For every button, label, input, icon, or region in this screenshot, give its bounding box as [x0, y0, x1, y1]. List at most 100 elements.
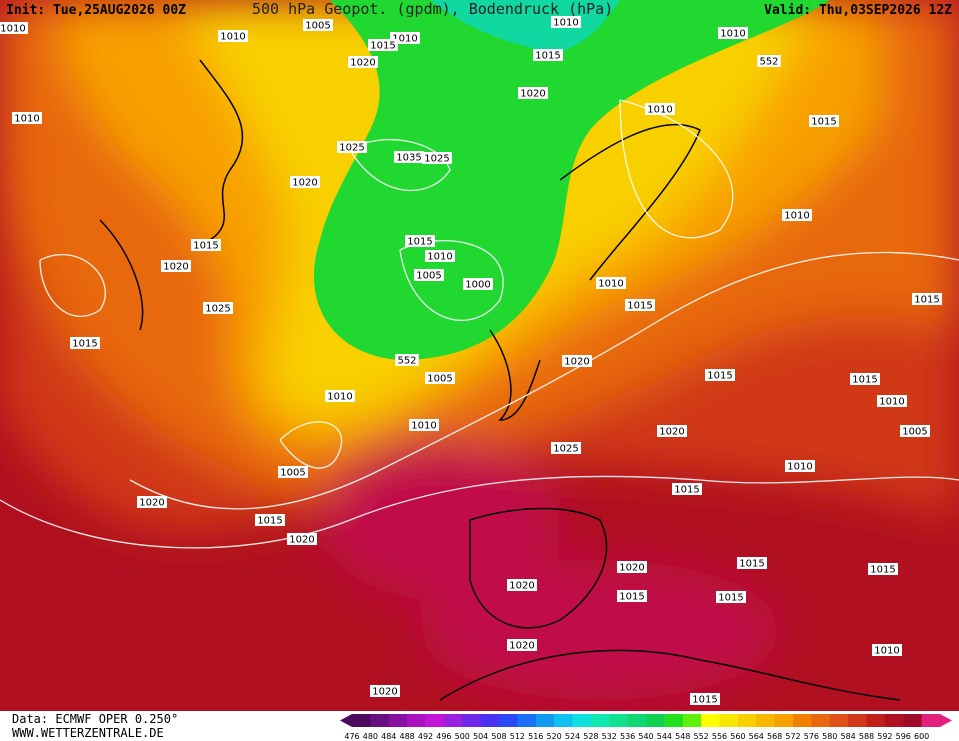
- isobar-label-box: [533, 49, 563, 61]
- isobar-label: 1005: [416, 271, 441, 282]
- isobar-label: 1020: [163, 262, 188, 273]
- isobar-label-box: [370, 685, 400, 697]
- colorbar-cell: [388, 714, 408, 727]
- colorbar-label: 520: [546, 732, 561, 741]
- colorbar-cell: [737, 714, 757, 727]
- isobar-label-box: [405, 235, 435, 247]
- colorbar-label: 548: [675, 732, 690, 741]
- isobar-label-box: [757, 55, 781, 67]
- isobar-label-box: [325, 390, 355, 402]
- isobar-label: 1020: [509, 581, 534, 592]
- isobar-label-box: [737, 557, 767, 569]
- isobar-lines: [0, 99, 959, 549]
- colorbar-cell: [352, 714, 371, 727]
- isobar-label-box: [303, 19, 333, 31]
- isobar-label: 1020: [292, 178, 317, 189]
- colorbar-cell: [664, 714, 684, 727]
- isobar-label-box: [278, 466, 308, 478]
- isobar-label: 1015: [852, 375, 877, 386]
- colorbar-label: 508: [491, 732, 506, 741]
- isobar-label-box: [191, 239, 221, 251]
- isobar-label: 1015: [870, 565, 895, 576]
- valid-time: Valid: Thu,03SEP2026 12Z: [764, 3, 952, 18]
- isobar-label: 1010: [598, 279, 623, 290]
- isobar-label: 1015: [627, 301, 652, 312]
- isobar-label-box: [255, 514, 285, 526]
- colorbar-cell: [499, 714, 518, 727]
- isobar-label: 1010: [327, 392, 352, 403]
- colorbar-cell: [407, 714, 426, 727]
- colorbar-arrow-right: [940, 714, 952, 727]
- isobar-label: 1000: [465, 280, 490, 291]
- isobar-label: 1015: [535, 51, 560, 62]
- colorbar-cell: [370, 714, 390, 727]
- isobar-label-box: [507, 579, 537, 591]
- colorbar-cell: [554, 714, 573, 727]
- colorbar-cell: [701, 714, 720, 727]
- isobar-label-box: [414, 269, 444, 281]
- isobar-label-box: [394, 151, 424, 163]
- isobar-label-box: [850, 373, 880, 385]
- isobar-label-box: [12, 112, 42, 124]
- init-time: Init: Tue,25AUG2026 00Z: [6, 3, 186, 18]
- isobar-label: 1010: [647, 105, 672, 116]
- isobar-label-box: [463, 278, 493, 290]
- isobar-label-box: [809, 115, 839, 127]
- colorbar-cell: [480, 714, 500, 727]
- isobar-label-box: [877, 395, 907, 407]
- isobar-label: 1020: [520, 89, 545, 100]
- website: WWW.WETTERZENTRALE.DE: [12, 726, 164, 740]
- colorbar: 476 480 484 488 492 496 500 504 508 512 516 520 524 5…: [340, 714, 952, 741]
- colorbar-label: 584: [840, 732, 855, 741]
- isobar-label-box: [912, 293, 942, 305]
- colorbar-label: 556: [712, 732, 727, 741]
- colorbar-label: 576: [804, 732, 819, 741]
- isobar-label-box: [348, 56, 378, 68]
- colorbar-cell: [572, 714, 592, 727]
- isobar-label: 1025: [553, 444, 578, 455]
- isobar-label: 552: [759, 57, 778, 68]
- isobar-label: 1005: [427, 374, 452, 385]
- colorbar-label: 564: [749, 732, 764, 741]
- isobar-label: 1020: [372, 687, 397, 698]
- isobar-label: 1015: [914, 295, 939, 306]
- isobar-label-box: [137, 496, 167, 508]
- isobar-label-box: [551, 16, 581, 28]
- colorbar-cell: [866, 714, 886, 727]
- isobar-label: 1020: [564, 357, 589, 368]
- isobar-label-box: [690, 693, 720, 705]
- isobar-label-box: [203, 302, 233, 314]
- isobar-label: 1025: [339, 143, 364, 154]
- isobar-label: 1015: [811, 117, 836, 128]
- colorbar-cell: [462, 714, 481, 727]
- isobar-label-box: [551, 442, 581, 454]
- isobar-label-box: [290, 176, 320, 188]
- colorbar-label: 500: [455, 732, 470, 741]
- isobar-label: 1015: [72, 339, 97, 350]
- isobar-label: 1020: [509, 641, 534, 652]
- colorbar-cell: [811, 714, 831, 727]
- colorbar-cell: [793, 714, 812, 727]
- isobar-label-box: [218, 30, 248, 42]
- coastlines: [99, 59, 901, 701]
- isobar-label-box: [782, 209, 812, 221]
- colorbar-label: 536: [620, 732, 635, 741]
- colorbar-cell: [719, 714, 739, 727]
- colorbar-cell: [921, 714, 941, 727]
- colorbar-label: 544: [657, 732, 672, 741]
- isobar-label-box: [617, 561, 647, 573]
- isobar-label: 1005: [902, 427, 927, 438]
- colorbar-label: 588: [859, 732, 874, 741]
- isobar-label: 1020: [289, 535, 314, 546]
- colorbar-cell: [884, 714, 904, 727]
- isobar-label-box: [337, 141, 367, 153]
- isobar-label-box: [409, 419, 439, 431]
- isobar-label: 1015: [674, 485, 699, 496]
- isobar-label-box: [0, 22, 28, 34]
- colorbar-label: 516: [528, 732, 543, 741]
- isobar-label: 1010: [427, 252, 452, 263]
- isobar-label-box: [625, 299, 655, 311]
- isobar-label: 1015: [257, 516, 282, 527]
- isobar-label: 1010: [553, 18, 578, 29]
- isobar-label: 1020: [619, 563, 644, 574]
